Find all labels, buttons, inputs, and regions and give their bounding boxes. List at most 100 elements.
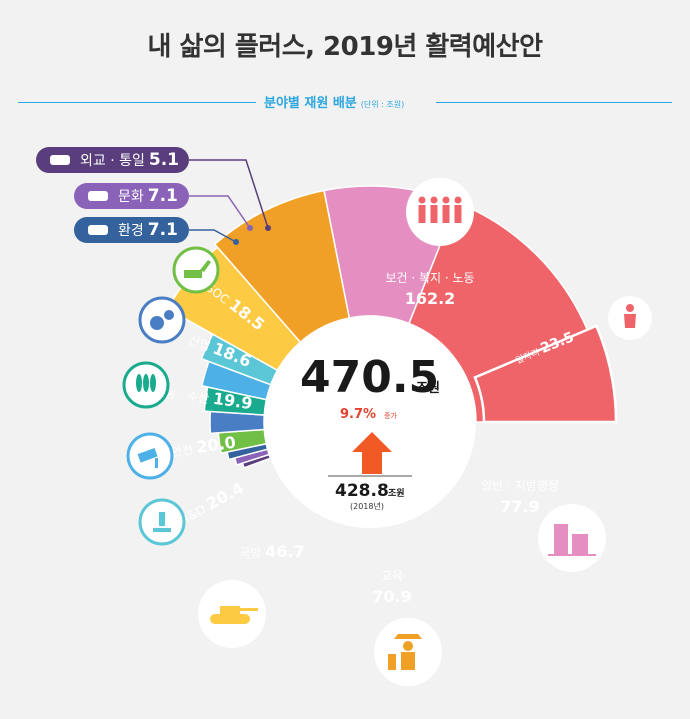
microscope-icon: [153, 512, 171, 532]
pill-value: 7.1: [147, 220, 178, 240]
wheat-stalk: [143, 374, 149, 392]
leader-환경: [189, 229, 237, 243]
tank-tracks: [210, 614, 250, 624]
up-arrow-icon: [352, 432, 392, 474]
divider-left: [18, 102, 256, 103]
growth-label: 증가: [384, 411, 397, 420]
subtitle-row: 분야별 재원 배분 (단위 : 조원): [18, 92, 672, 112]
slice-name-안전: 안전: [170, 442, 198, 459]
total-value: 470.5: [300, 352, 439, 403]
leader-dot-외교-통일: [265, 225, 271, 231]
mountain-icon: [86, 221, 110, 248]
family-icon: [418, 196, 462, 223]
graduate-body: [401, 652, 415, 670]
pill-text: 환경 7.1: [118, 217, 178, 244]
excavator-icon: [184, 260, 211, 278]
leader-dot-문화: [247, 225, 253, 231]
exc-body: [184, 270, 202, 278]
mic-tube: [159, 512, 165, 526]
family-body: [430, 205, 438, 223]
leader-dot-환경: [233, 239, 239, 245]
leader-문화: [189, 195, 251, 229]
family-icon-bg: [406, 178, 474, 246]
slice-value-보건-복지-노동: 162.2: [405, 289, 456, 308]
prev-unit: 조원: [388, 487, 405, 499]
page-title: 내 삶의 플러스, 2019년 활력예산안: [147, 32, 544, 62]
wheat-stalk: [150, 374, 156, 392]
pill-환경: 환경 7.1: [74, 217, 189, 243]
slice-label-일반-지방행정: 일반 · 지방행정: [481, 478, 559, 493]
cctv-icon: [137, 447, 158, 468]
slice-label-보건-복지-노동: 보건 · 복지 · 노동: [385, 271, 474, 285]
mic-base: [153, 528, 171, 532]
tank-turret: [220, 606, 240, 614]
gears-icon: [150, 310, 174, 330]
wheat-icon: [136, 374, 156, 392]
slice-value-국방: 46.7: [265, 542, 304, 561]
pill-value: 7.1: [147, 186, 178, 206]
pill-value: 5.1: [148, 150, 179, 170]
slice-sub-일자리: [473, 324, 618, 424]
slice-label-교육: 교육: [381, 569, 403, 583]
total-unit: 조원: [416, 381, 440, 396]
graduate-icon: [388, 634, 422, 670]
family-body: [418, 205, 426, 223]
pill-label: 문화: [118, 189, 144, 205]
divider-right: [436, 102, 672, 103]
label-안전: 안전 20.0: [170, 433, 237, 461]
graduate-book: [388, 654, 396, 670]
leader-외교-통일: [189, 159, 269, 229]
culture-icon: [86, 187, 110, 214]
graduate-head: [403, 641, 413, 651]
family-body: [442, 205, 450, 223]
center-disc: [264, 316, 476, 528]
slice-value-r-d: 20.4: [203, 478, 247, 513]
slice-name-농-수산: 농 · 수산: [164, 386, 214, 407]
handshake-icon: [48, 151, 72, 178]
cctv-body: [137, 447, 158, 463]
graduate-cap: [394, 634, 422, 639]
tank-barrel: [240, 608, 258, 611]
tank-icon: [210, 606, 258, 624]
cctv-pole: [155, 458, 158, 468]
growth-value: 9.7%: [340, 407, 376, 422]
family-head: [430, 196, 438, 204]
pill-label: 환경: [118, 223, 144, 239]
slice-name-국방: 국방: [239, 546, 265, 560]
building-icon: [548, 524, 596, 556]
unit-note: (단위 : 조원): [360, 100, 405, 109]
slice-label-안전: 안전 20.0: [170, 433, 237, 461]
label-r-d: R&D 20.4: [176, 478, 247, 528]
slice-label-국방: 국방 46.7: [239, 542, 304, 561]
subtitle-text: 분야별 재원 배분: [264, 96, 357, 111]
family-head: [454, 196, 462, 204]
wheat-stalk: [136, 374, 142, 392]
pill-label: 외교 · 통일: [80, 153, 145, 169]
family-body: [454, 205, 462, 223]
building-left: [554, 524, 568, 554]
family-head: [442, 196, 450, 204]
gear-b: [164, 310, 174, 320]
label-보건-복지-노동: 보건 · 복지 · 노동 162.2: [385, 271, 474, 308]
pill-문화: 문화 7.1: [74, 183, 189, 209]
building-right: [572, 534, 588, 554]
prev-total: 428.8: [335, 481, 389, 501]
slice-value-교육: 70.9: [372, 587, 411, 606]
label-일반-지방행정: 일반 · 지방행정 77.9: [481, 478, 559, 516]
chart-subtitle: 분야별 재원 배분 (단위 : 조원): [264, 92, 404, 111]
pill-text: 외교 · 통일 5.1: [80, 147, 179, 174]
worker-head: [626, 304, 634, 312]
worker-body: [624, 314, 636, 328]
label-교육: 교육 70.9: [372, 569, 411, 606]
exc-arm: [200, 260, 211, 272]
pill-text: 문화 7.1: [118, 183, 178, 210]
family-head: [418, 196, 426, 204]
pill-외교-통일: 외교 · 통일 5.1: [36, 147, 189, 173]
worker-icon: [624, 304, 636, 328]
prev-year: (2018년): [350, 501, 384, 511]
gear-a: [150, 316, 164, 330]
slice-label-r-d: R&D 20.4: [176, 478, 247, 528]
label-국방: 국방 46.7: [239, 542, 304, 561]
